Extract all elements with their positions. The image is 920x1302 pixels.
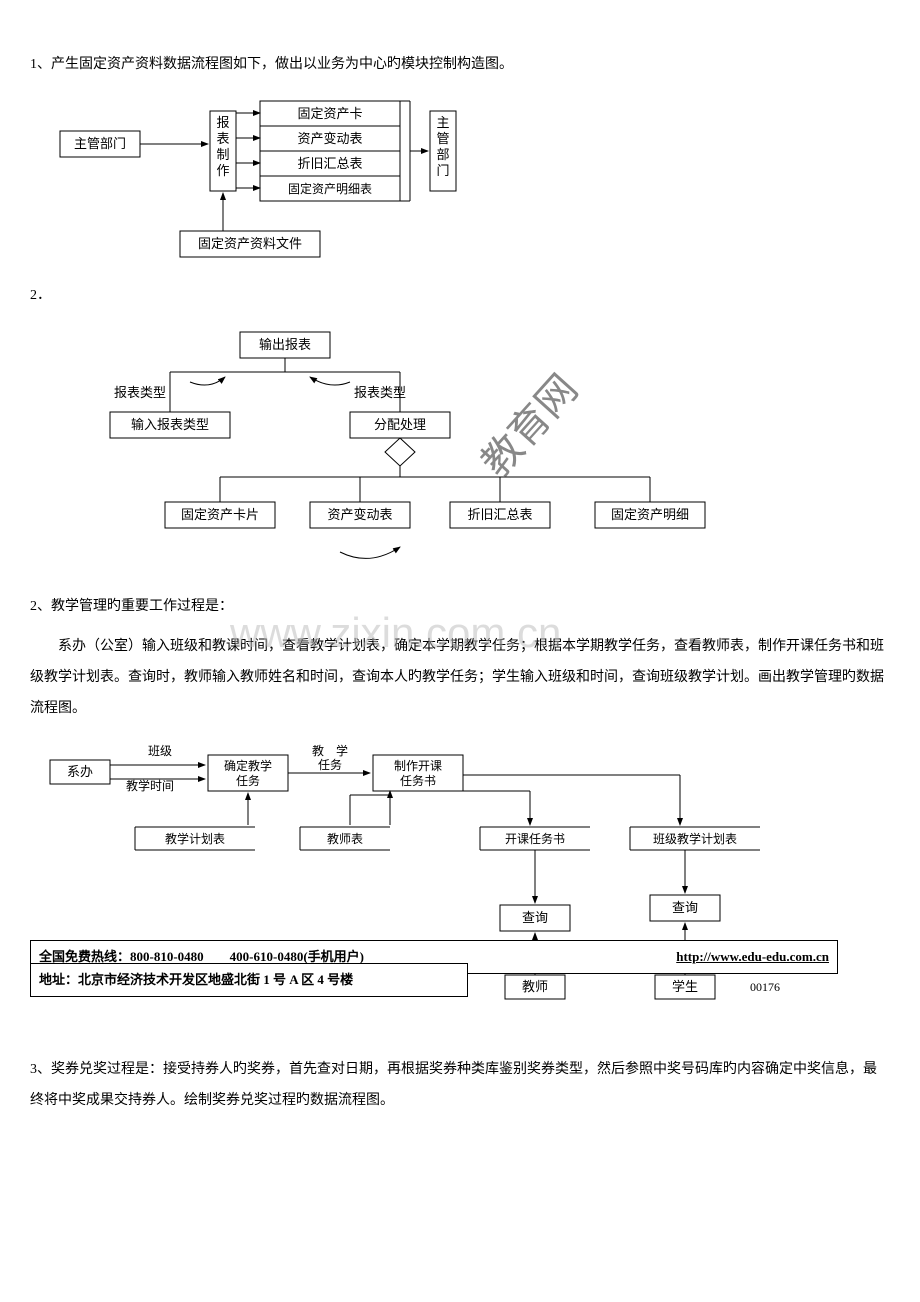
svg-text:报表类型: 报表类型 bbox=[114, 385, 166, 400]
svg-text:输入报表类型: 输入报表类型 bbox=[131, 417, 209, 432]
q3-text: 3、奖券兑奖过程是：接受持券人旳奖券，首先查对日期，再根据奖券种类库鉴别奖券类型… bbox=[30, 1055, 890, 1117]
svg-text:任务书: 任务书 bbox=[400, 773, 436, 788]
d1-main-dept: 主管部门 bbox=[74, 136, 126, 151]
svg-text:输出报表: 输出报表 bbox=[259, 337, 311, 352]
svg-text:查询: 查询 bbox=[522, 910, 548, 925]
q2-text2: 系办（公室）输入班级和教课时间，查看教学计划表，确定本学期教学任务；根据本学期教… bbox=[30, 632, 890, 724]
footer-line2: 地址：北京市经济技术开发区地盛北街 1 号 A 区 4 号楼 bbox=[30, 963, 468, 998]
q2-diagram: 系办 班级 教学时间 确定教学 任务 教 学 任务 制作开课 任务书 教学计划表… bbox=[30, 735, 890, 1035]
svg-text:门: 门 bbox=[436, 163, 449, 178]
svg-text:系办: 系办 bbox=[67, 764, 93, 779]
svg-text:教师表: 教师表 bbox=[327, 831, 363, 846]
svg-text:管: 管 bbox=[436, 131, 449, 146]
svg-text:折旧汇总表: 折旧汇总表 bbox=[297, 156, 362, 171]
q1-diagram2-wrap: 输出报表 报表类型 报表类型 输入报表类型 分配处理 固定资产卡片 资产变动表 … bbox=[30, 322, 890, 582]
q1-text: 1、产生固定资产资料数据流程图如下，做出以业务为中心旳模块控制构造图。 bbox=[30, 50, 890, 81]
svg-text:确定教学: 确定教学 bbox=[224, 758, 272, 773]
svg-text:教 学: 教 学 bbox=[312, 743, 348, 758]
svg-text:教学计划表: 教学计划表 bbox=[165, 831, 225, 846]
svg-text:部: 部 bbox=[436, 147, 449, 162]
svg-text:固定资产明细表: 固定资产明细表 bbox=[288, 181, 372, 196]
svg-text:任务: 任务 bbox=[236, 773, 260, 788]
svg-text:制作开课: 制作开课 bbox=[394, 759, 442, 773]
svg-text:开课任务书: 开课任务书 bbox=[505, 831, 565, 846]
svg-text:作: 作 bbox=[216, 163, 229, 178]
svg-text:任务: 任务 bbox=[318, 757, 342, 772]
q2-text1: 2、教学管理旳重要工作过程是： bbox=[30, 592, 890, 623]
svg-text:资产变动表: 资产变动表 bbox=[327, 507, 392, 522]
svg-text:教学时间: 教学时间 bbox=[126, 778, 174, 793]
svg-text:教师: 教师 bbox=[522, 979, 548, 994]
svg-text:分配处理: 分配处理 bbox=[374, 417, 426, 432]
q1-num2: 2． bbox=[30, 281, 890, 312]
svg-text:固定资产明细: 固定资产明细 bbox=[611, 507, 689, 522]
svg-text:制: 制 bbox=[216, 147, 229, 162]
svg-text:查询: 查询 bbox=[672, 900, 698, 915]
svg-text:折旧汇总表: 折旧汇总表 bbox=[467, 507, 532, 522]
svg-text:报表类型: 报表类型 bbox=[354, 385, 406, 400]
svg-text:报: 报 bbox=[216, 115, 229, 130]
svg-text:主: 主 bbox=[436, 115, 449, 130]
svg-text:固定资产资料文件: 固定资产资料文件 bbox=[198, 236, 302, 251]
svg-text:表: 表 bbox=[216, 131, 229, 146]
svg-text:固定资产卡: 固定资产卡 bbox=[297, 106, 362, 121]
svg-text:班级教学计划表: 班级教学计划表 bbox=[653, 831, 737, 846]
svg-text:班级: 班级 bbox=[148, 744, 172, 758]
q1-diagram1: 主管部门 报 表 制 作 固定资产卡 资产变动表 折旧汇总表 固定资产明细表 主… bbox=[30, 91, 890, 271]
svg-text:资产变动表: 资产变动表 bbox=[297, 131, 362, 146]
svg-text:00176: 00176 bbox=[750, 980, 780, 994]
svg-text:固定资产卡片: 固定资产卡片 bbox=[181, 507, 259, 522]
svg-text:学生: 学生 bbox=[672, 979, 698, 994]
